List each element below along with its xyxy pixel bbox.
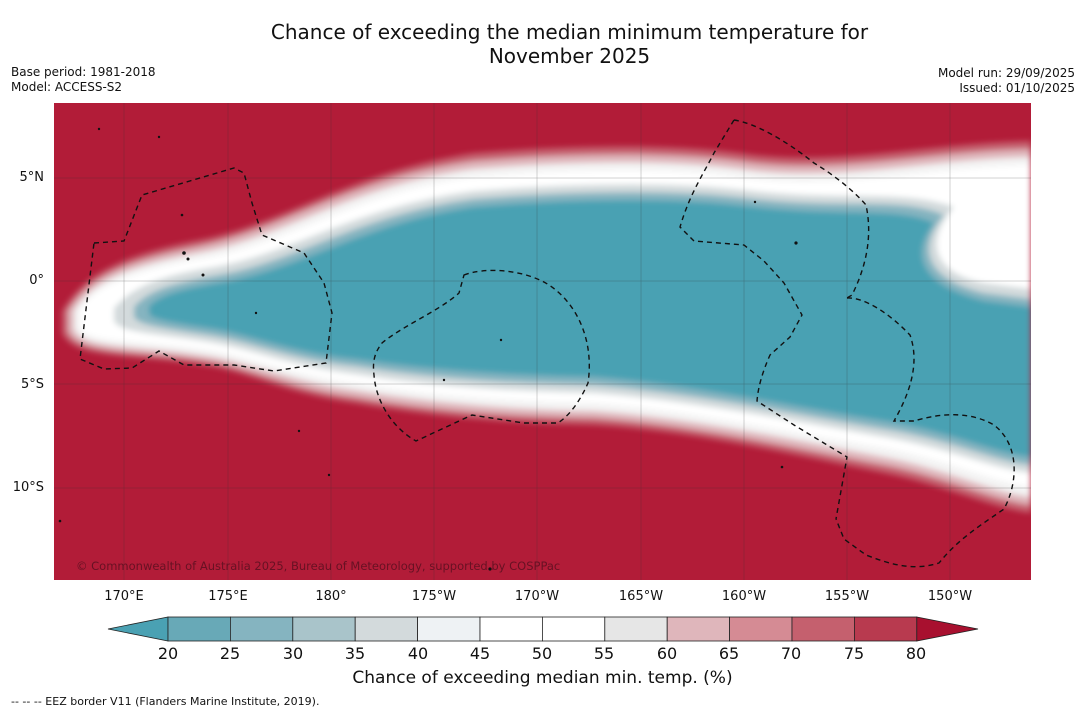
colorbar-segment-50 [541,616,606,642]
colorbar-segment-75 [854,616,918,642]
colorbar-segment-25 [230,616,294,642]
lat-label-5n: 5°N [19,170,45,185]
colorbar-segment-40 [417,616,481,642]
colorbar-tick-35: 35 [344,644,366,663]
eez-border-footnote: -- -- -- EEZ border V11 (Flanders Marine… [11,695,320,708]
lon-label-155w: 155°W [824,589,870,604]
lon-label-180: 180° [315,589,347,604]
eez-border-east-south [835,297,1015,568]
lon-label-160w: 160°W [721,589,767,604]
colorbar-tick-60: 60 [656,644,678,663]
colorbar-segment-70 [791,616,855,642]
colorbar-tick-80: 80 [905,644,927,663]
colorbar-segment-30 [292,616,356,642]
eez-border-east-north [733,119,870,299]
colorbar [107,616,979,642]
lat-label-5s: 5°S [20,377,44,392]
issued-date: Issued: 01/10/2025 [959,81,1075,95]
colorbar-tick-55: 55 [593,644,615,663]
colorbar-segment-45 [479,616,543,642]
islands [58,127,798,571]
colorbar-segment-60 [666,616,731,642]
lon-label-175e: 175°E [208,589,248,604]
colorbar-segment-20 [167,616,231,642]
colorbar-tick-20: 20 [157,644,179,663]
colorbar-segment-35 [354,616,418,642]
colorbar-tick-65: 65 [718,644,740,663]
colorbar-extend-high [916,616,979,642]
colorbar-label: Chance of exceeding median min. temp. (%… [352,668,733,688]
colorbar-tick-45: 45 [469,644,491,663]
copyright-notice: © Commonwealth of Australia 2025, Bureau… [76,559,560,573]
eez-border-east-line [679,119,848,520]
lat-label-10s: 10°S [12,480,44,495]
colorbar-segment-65 [729,616,793,642]
colorbar-tick-25: 25 [219,644,241,663]
model-name: Model: ACCESS-S2 [11,80,123,94]
colorbar-tick-70: 70 [780,644,802,663]
colorbar-segment-55 [604,616,668,642]
eez-borders [79,119,1015,568]
map-title: Chance of exceeding the median minimum t… [0,20,1085,68]
model-info: Base period: 1981-2018 Model: ACCESS-S2 [11,65,156,95]
eez-border-west [79,167,333,372]
lon-label-175w: 175°W [411,589,457,604]
eez-border-central [372,269,590,442]
base-period: Base period: 1981-2018 [11,65,156,79]
colorbar-tick-50: 50 [531,644,553,663]
colorbar-tick-30: 30 [282,644,304,663]
title-line-1: Chance of exceeding the median minimum t… [270,20,869,44]
lon-label-165w: 165°W [618,589,664,604]
run-info: Model run: 29/09/2025 Issued: 01/10/2025 [938,66,1075,96]
title-line-2: November 2025 [488,44,651,68]
grid-lines [54,103,1031,580]
lon-label-170w: 170°W [514,589,560,604]
lon-label-150w: 150°W [927,589,973,604]
model-run-date: Model run: 29/09/2025 [937,66,1075,80]
colorbar-tick-40: 40 [407,644,429,663]
colorbar-extend-low [107,616,169,642]
lat-label-0: 0° [29,273,44,288]
band-20 [149,200,1031,457]
forecast-map: © Commonwealth of Australia 2025, Bureau… [54,103,1031,580]
lon-label-170e: 170°E [104,589,144,604]
colorbar-tick-75: 75 [843,644,865,663]
